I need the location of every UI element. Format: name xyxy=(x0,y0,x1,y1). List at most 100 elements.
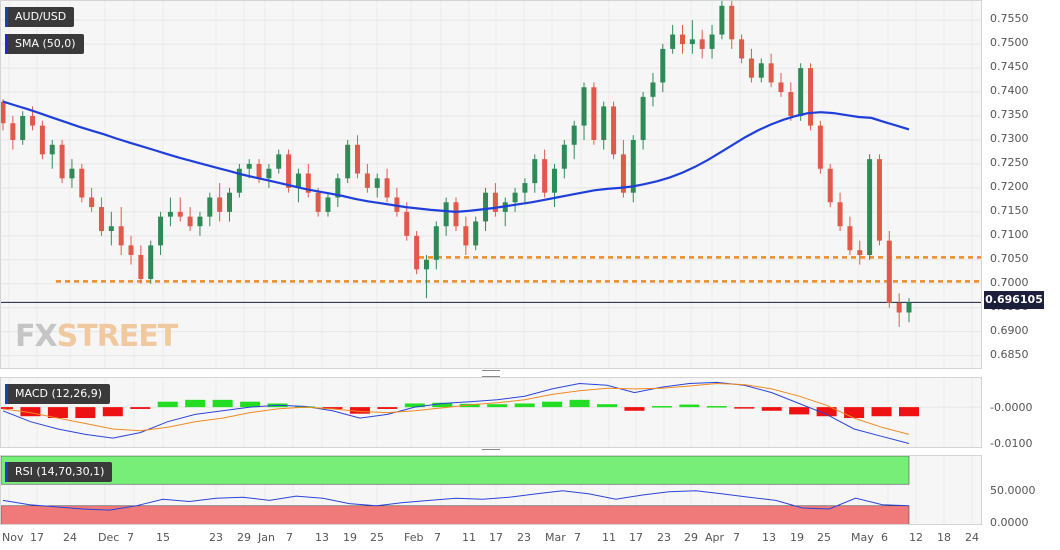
sma-indicator-tag[interactable]: SMA (50,0) xyxy=(5,34,84,54)
date-tick-label: 29 xyxy=(684,531,698,544)
date-tick-label: 17 xyxy=(30,531,44,544)
candle-body xyxy=(197,216,203,227)
macd-tick-1: -0.0100 xyxy=(990,437,1033,450)
macd-histogram-bar xyxy=(624,407,645,411)
candle-body xyxy=(128,245,134,255)
candle-body xyxy=(551,168,557,193)
macd-pane[interactable]: MACD (12,26,9) xyxy=(0,377,982,448)
date-tick-label: 15 xyxy=(156,531,170,544)
candle-body xyxy=(630,139,636,193)
date-tick-label: 11 xyxy=(602,531,616,544)
macd-histogram-bar xyxy=(322,407,343,409)
date-tick-label: Apr xyxy=(705,531,725,544)
price-tick-label: 0.7200 xyxy=(990,179,1029,193)
price-tick-label: 0.7450 xyxy=(990,60,1029,74)
candle-body xyxy=(522,183,528,193)
candle-body xyxy=(719,5,725,35)
date-tick-label: 7 xyxy=(434,531,441,544)
date-tick-label: 13 xyxy=(762,531,776,544)
macd-histogram-bar xyxy=(899,407,919,417)
candle-body xyxy=(808,68,814,126)
date-tick-label: 24 xyxy=(965,531,979,544)
candle-body xyxy=(374,178,380,188)
candle-body xyxy=(404,211,410,236)
candle-body xyxy=(266,168,272,179)
candle-body xyxy=(689,39,695,45)
rsi-line xyxy=(2,490,910,511)
price-tick-label: 0.7300 xyxy=(990,131,1029,145)
candle-body xyxy=(561,144,567,169)
candle-body xyxy=(463,226,469,246)
price-tick-label: 0.7250 xyxy=(990,155,1029,169)
macd-histogram-bar xyxy=(185,399,206,408)
date-tick-label: 11 xyxy=(462,531,476,544)
date-tick-label: 17 xyxy=(629,531,643,544)
candle-body xyxy=(158,216,164,246)
macd-histogram-bar xyxy=(487,404,508,408)
candle-body xyxy=(236,168,242,193)
date-tick-label: 7 xyxy=(127,531,134,544)
candle-body xyxy=(906,302,912,313)
candle-body xyxy=(325,197,331,212)
candle-body xyxy=(867,159,873,255)
price-tick-label: 0.7150 xyxy=(990,203,1029,217)
candle-body xyxy=(30,116,36,126)
price-chart xyxy=(1,1,981,368)
candle-body xyxy=(886,240,892,303)
price-tick-label: 0.6850 xyxy=(990,347,1029,361)
macd-histogram-bar xyxy=(1,407,13,409)
macd-histogram-bar xyxy=(102,407,123,417)
macd-histogram-bar xyxy=(75,407,96,419)
candle-body xyxy=(167,211,173,217)
rsi-pane[interactable]: RSI (14,70,30,1) xyxy=(0,455,982,525)
candle-body xyxy=(788,92,794,117)
date-tick-label: 7 xyxy=(574,531,581,544)
date-tick-label: 25 xyxy=(370,531,384,544)
candle-body xyxy=(581,87,587,126)
rsi-tick-0: 50.0000 xyxy=(990,484,1036,497)
candle-body xyxy=(453,202,459,227)
candle-body xyxy=(817,125,823,169)
candle-body xyxy=(542,159,548,193)
pane-resize-handle[interactable] xyxy=(482,370,500,377)
candle-body xyxy=(79,168,85,198)
candle-body xyxy=(443,202,449,227)
candle-body xyxy=(709,34,715,49)
macd-histogram-bar xyxy=(679,404,700,408)
macd-tick-0: -0.0000 xyxy=(990,401,1033,414)
candle-body xyxy=(59,144,65,179)
macd-indicator-tag[interactable]: MACD (12,26,9) xyxy=(5,384,111,404)
candle-body xyxy=(98,207,104,232)
price-tick-label: 0.7000 xyxy=(990,275,1029,289)
candle-body xyxy=(601,106,607,140)
macd-histogram-bar xyxy=(789,407,810,415)
logo-suffix: STREET xyxy=(56,319,179,354)
candle-body xyxy=(827,168,833,203)
candle-body xyxy=(847,226,853,251)
candle-body xyxy=(699,39,705,49)
candle-body xyxy=(896,302,902,313)
candle-body xyxy=(532,159,538,184)
macd-line xyxy=(2,381,910,444)
price-chart-pane[interactable]: FXSTREET AUD/USD SMA (50,0) xyxy=(0,0,982,369)
candle-body xyxy=(414,235,420,270)
last-price-badge: 0.696105 xyxy=(984,291,1044,309)
candle-body xyxy=(473,221,479,246)
date-tick-label: 17 xyxy=(489,531,503,544)
candle-body xyxy=(798,68,804,117)
rsi-indicator-tag[interactable]: RSI (14,70,30,1) xyxy=(5,462,113,482)
candle-body xyxy=(660,48,666,83)
date-tick-label: Feb xyxy=(404,531,424,544)
candle-body xyxy=(108,226,114,232)
symbol-tag[interactable]: AUD/USD xyxy=(5,7,75,27)
sma-50-line xyxy=(2,100,910,214)
candle-body xyxy=(857,250,863,255)
candle-body xyxy=(837,202,843,227)
candle-body xyxy=(423,259,429,270)
price-tick-label: 0.7100 xyxy=(990,227,1029,241)
macd-histogram-bar xyxy=(816,407,837,417)
rsi-chart xyxy=(1,456,973,524)
date-tick-label: 24 xyxy=(63,531,77,544)
candle-body xyxy=(768,63,774,83)
macd-histogram-bar xyxy=(404,403,425,408)
